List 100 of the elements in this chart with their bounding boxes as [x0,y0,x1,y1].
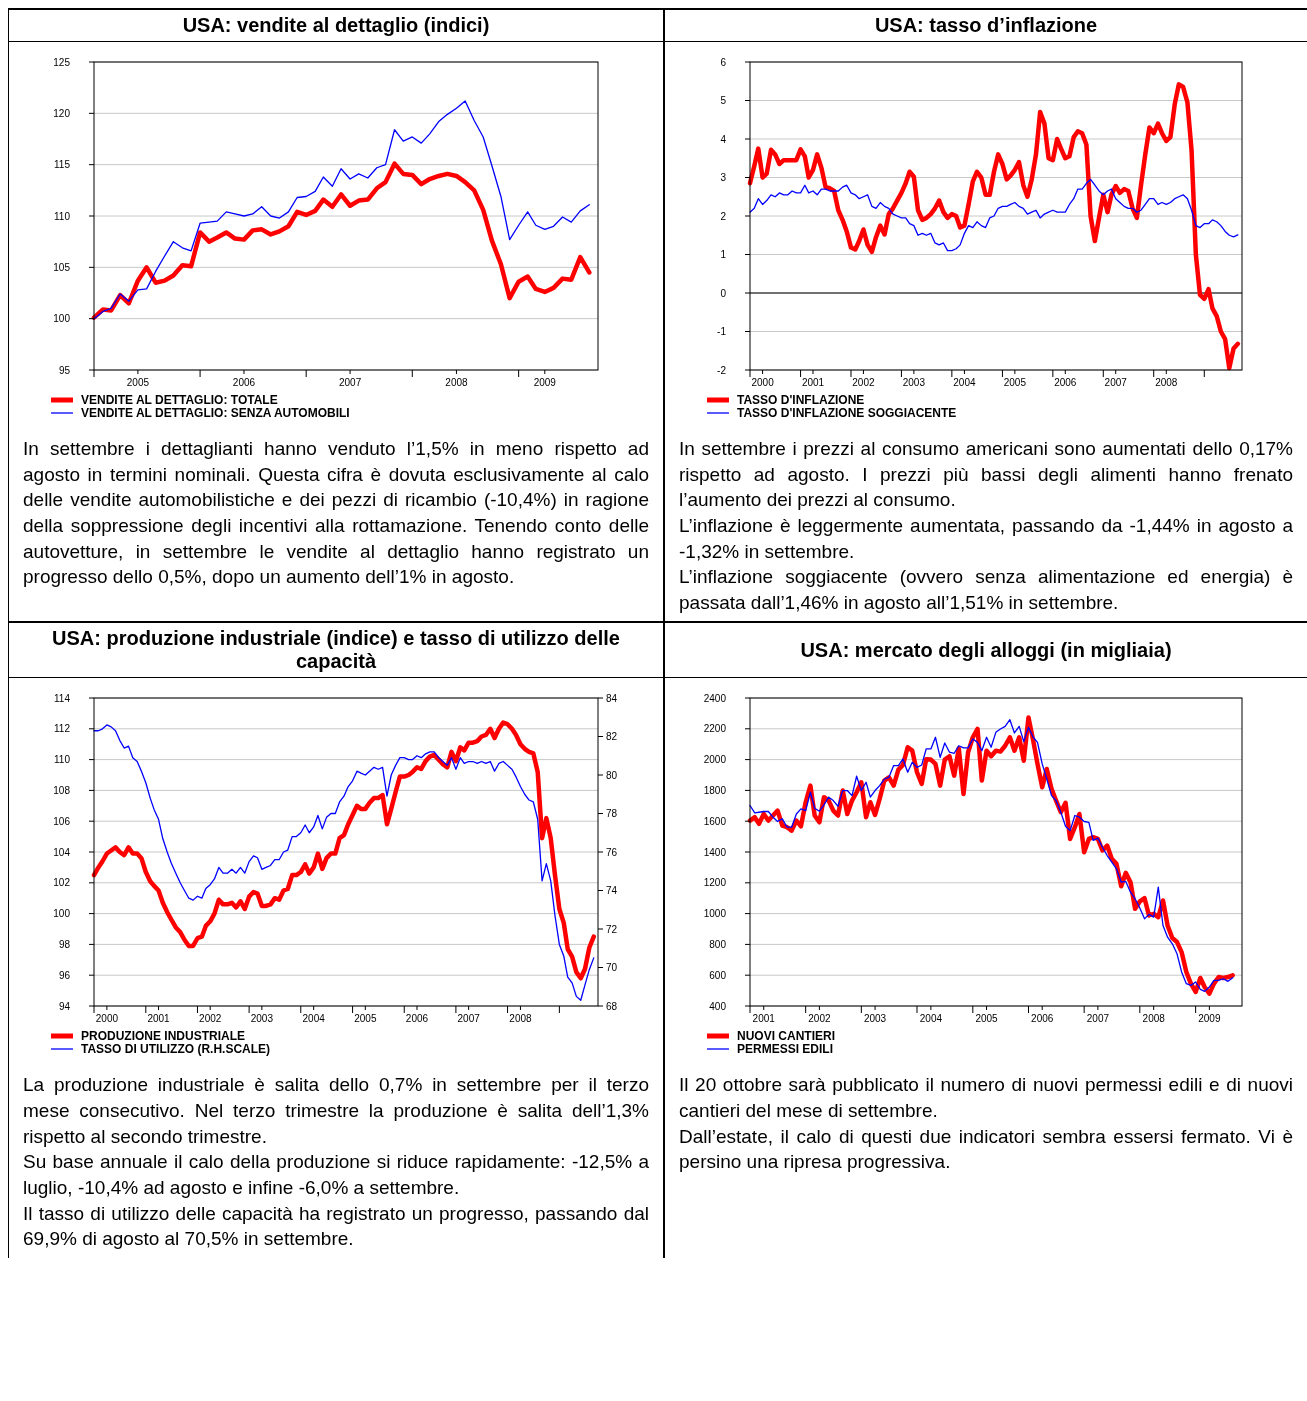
x-tick-label: 2000 [751,377,775,388]
y-tick-label: 104 [53,846,71,858]
y-tick-label: 98 [58,939,71,951]
legend-label: PERMESSI EDILI [737,1042,834,1057]
x-tick-label: 2005 [354,1013,377,1025]
y-tick-label: 2000 [703,754,727,766]
legend-label: TASSO DI UTILIZZO (R.H.SCALE) [81,1042,271,1057]
x-tick-label: 2006 [232,377,256,388]
x-tick-label: 2007 [1086,1013,1110,1025]
chart-title: USA: mercato degli alloggi (in migliaia) [665,623,1307,679]
y-tick-label: -2 [717,364,727,376]
y-tick-label: 125 [53,56,71,68]
x-tick-label: 2003 [250,1013,274,1025]
y-tick-label: 1000 [703,908,727,920]
y-tick-label: 106 [53,816,71,828]
y-tick-label: 2400 [703,692,727,704]
x-tick-label: 2008 [1142,1013,1166,1025]
y-tick-label: 96 [58,970,71,982]
text: In settembre i dettaglianti hanno venduto l’1,5% in meno rispetto ad agosto in termini nominali. Questa cifra è dovuta esclusivamente al calo delle vendite automobilistiche e dei pezzi di ricambio (-10,4%) in ragione della soppressione degli incentivi alla rottamazione. Tenendo conto delle autovetture, in settembre le vendite al dettaglio hanno registrato un progresso dello 0,5%, dopo un aumento dell’1% in agosto. [23,437,649,590]
x-tick-label: 2000 [95,1013,119,1025]
text: Dall’estate, il calo di questi due indicatori sembra essersi fermato. Vi è persino una ripresa progressiva. [679,1124,1293,1175]
legend-label: PRODUZIONE INDUSTRIALE [81,1029,246,1044]
x-tick-label: 2004 [953,377,976,388]
x-tick-label: 2006 [1054,377,1077,388]
y-tick-label: 3 [720,172,727,183]
x-tick-label: 2005 [126,377,150,388]
text: Su base annuale il calo della produzione si riduce rapidamente: -12,5% a luglio, -10,4% ad agosto e infine -6,0% a settembre. [23,1150,649,1201]
y-tick-label: 6 [720,56,727,68]
y2-tick-label: 70 [606,962,618,974]
x-tick-label: 2001 [147,1013,171,1025]
y-tick-label: 1 [720,249,727,260]
y-tick-label: 108 [53,785,71,797]
legend-label: VENDITE AL DETTAGLIO: TOTALE [81,393,278,408]
x-tick-label: 2006 [405,1013,429,1025]
y-tick-label: 1200 [703,877,727,889]
x-tick-label: 2002 [808,1013,831,1025]
x-tick-label: 2008 [445,377,469,388]
y-tick-label: 110 [54,754,71,766]
x-tick-label: 2009 [533,377,557,388]
y2-tick-label: 68 [606,1000,618,1012]
y-tick-label: 112 [54,723,71,735]
x-tick-label: 2001 [801,377,825,388]
y2-tick-label: 84 [606,692,618,704]
x-tick-label: 2007 [338,377,362,388]
y-tick-label: -1 [717,326,727,337]
x-tick-label: 2003 [863,1013,887,1025]
y-tick-label: 95 [58,364,71,376]
x-tick-label: 2003 [902,377,926,388]
y-tick-label: 5 [720,95,727,106]
x-tick-label: 2008 [1155,377,1178,388]
y2-tick-label: 78 [606,808,618,820]
chart-title: USA: produzione industriale (indice) e tasso di utilizzo delle capacità [9,623,663,679]
text: Il 20 ottobre sarà pubblicato il numero di nuovi permessi edili e di nuovi cantieri del mese di settembre. [679,1073,1293,1124]
text: L’inflazione soggiacente (ovvero senza alimentazione ed energia) è passata dall’1,46% in agosto all’1,51% in settembre. [679,565,1293,615]
y-tick-label: 600 [709,970,727,982]
text: Il tasso di utilizzo delle capacità ha registrato un progresso, passando dal 69,9% di agosto al 70,5% in settembre. [23,1201,649,1252]
y-tick-label: 1600 [703,816,727,828]
x-tick-label: 2002 [852,377,875,388]
y-tick-label: 2 [720,210,727,222]
y-tick-label: 110 [54,210,71,222]
text: In settembre i prezzi al consumo americani sono aumentati dello 0,17% rispetto ad agosto. I prezzi più bassi degli alimenti hanno frenato l’aumento dei prezzi al consumo. [679,437,1293,513]
x-tick-label: 2008 [509,1013,532,1025]
y2-tick-label: 76 [606,846,618,858]
y-tick-label: 120 [53,107,71,119]
x-tick-label: 2009 [1198,1013,1221,1025]
x-tick-label: 2004 [302,1013,326,1025]
x-tick-label: 2006 [1031,1013,1054,1025]
x-tick-label: 2005 [1003,377,1027,388]
y-tick-label: 94 [58,1000,71,1012]
y2-tick-label: 72 [606,923,618,935]
y-tick-label: 1400 [703,846,727,858]
y-tick-label: 800 [709,939,727,951]
y-tick-label: 2200 [703,723,727,735]
y-tick-label: 400 [709,1000,727,1012]
x-tick-label: 2004 [919,1013,943,1025]
x-tick-label: 2005 [975,1013,999,1025]
chart-title: USA: vendite al dettaglio (indici) [9,10,663,42]
y-tick-label: 100 [53,313,71,325]
y-tick-label: 100 [53,908,71,920]
x-tick-label: 2007 [457,1013,481,1025]
y-tick-label: 4 [720,133,727,145]
legend-label: TASSO D'INFLAZIONE [737,393,865,408]
text: L’inflazione è leggermente aumentata, passando da -1,44% in agosto a -1,32% in settembre. [679,513,1293,564]
y-tick-label: 105 [53,261,71,273]
y2-tick-label: 80 [606,769,618,781]
y-tick-label: 115 [54,159,71,171]
y2-tick-label: 74 [606,885,618,897]
x-tick-label: 2002 [199,1013,222,1025]
y-tick-label: 0 [720,287,727,299]
y-tick-label: 114 [54,692,71,704]
chart-title: USA: tasso d’inflazione [665,10,1307,42]
y2-tick-label: 82 [606,731,618,743]
x-tick-label: 2007 [1104,377,1128,388]
legend-label: VENDITE AL DETTAGLIO: SENZA AUTOMOBILI [81,406,350,421]
y-tick-label: 1800 [703,785,727,797]
text: La produzione industriale è salita dello 0,7% in settembre per il terzo mese consecutivo. Nel terzo trimestre la produzione è salita dell’1,3% rispetto al secondo trimestre. [23,1073,649,1149]
legend-label: TASSO D'INFLAZIONE SOGGIACENTE [737,406,957,421]
legend-label: NUOVI CANTIERI [737,1029,836,1044]
x-tick-label: 2001 [752,1013,776,1025]
y-tick-label: 102 [53,877,71,889]
